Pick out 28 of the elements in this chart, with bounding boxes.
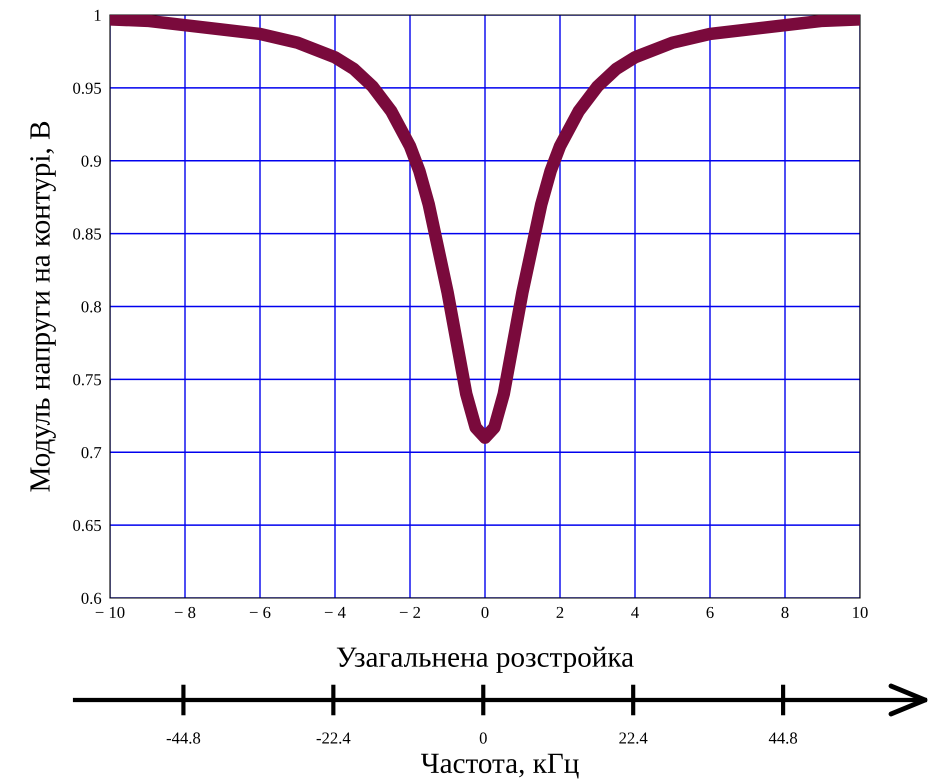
- x2-tick-label: -44.8: [166, 732, 200, 744]
- x-tick-label: 6: [706, 606, 714, 618]
- y-tick-label: 0.75: [73, 374, 102, 386]
- x2-axis-title: Частота, кГц: [420, 754, 579, 778]
- y-tick-label: 0.8: [81, 301, 102, 313]
- y-tick-label: 0.65: [73, 520, 102, 532]
- x-tick-label: 2: [556, 606, 564, 618]
- x-tick-label: 0: [481, 606, 489, 618]
- x-tick-label: − 4: [324, 606, 346, 618]
- x2-tick-label: -22.4: [316, 732, 350, 744]
- x2-tick-label: 22.4: [619, 732, 648, 744]
- x-tick-label: 10: [853, 606, 868, 618]
- y-axis-title: Модуль напруги на контурі, В: [30, 122, 56, 492]
- y-tick-label: 0.85: [73, 228, 102, 240]
- y-tick-label: 0.6: [81, 592, 102, 604]
- x-tick-label: − 2: [400, 606, 420, 618]
- y-tick-label: 0.7: [81, 446, 102, 458]
- y-tick-label: 1: [94, 10, 101, 21]
- x2-tick-label: 0: [480, 732, 487, 744]
- y-tick-label: 0.9: [81, 155, 101, 167]
- x-tick-label: 4: [631, 606, 639, 618]
- x-tick-label: − 8: [174, 606, 196, 618]
- x-axis-title: Узагальнена розстройка: [336, 646, 634, 673]
- x-tick-label: − 10: [96, 606, 124, 618]
- y-tick-label: 0.95: [73, 82, 102, 94]
- x-tick-label: 8: [781, 606, 789, 618]
- x-tick-label: − 6: [250, 606, 270, 618]
- x2-tick-label: 44.8: [768, 732, 798, 744]
